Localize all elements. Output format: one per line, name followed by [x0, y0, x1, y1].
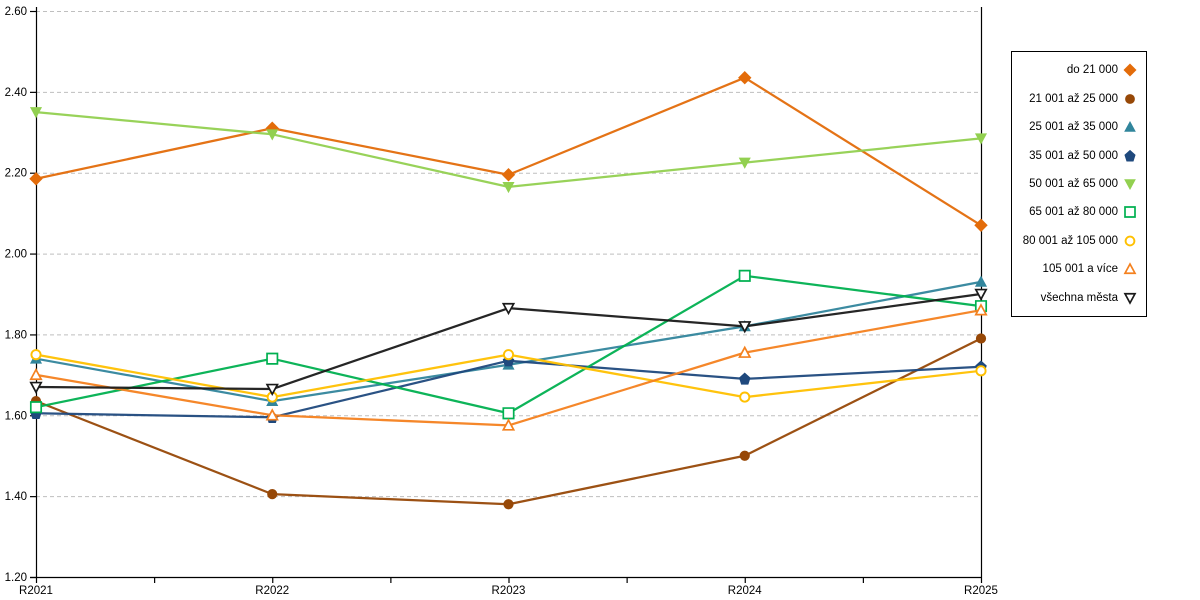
triangle-up-marker-icon	[1124, 121, 1136, 132]
diamond-marker-icon	[1123, 63, 1137, 77]
legend-item-2: 21 001 až 25 000	[1012, 92, 1146, 106]
legend-label: 21 001 až 25 000	[1029, 92, 1118, 105]
series-2	[30, 333, 987, 510]
data-point-marker	[29, 381, 43, 394]
series-5	[29, 107, 988, 194]
data-point-marker	[267, 489, 278, 500]
legend: do 21 000 21 001 až 25 000 25 001 až 35 00…	[1011, 51, 1147, 317]
legend-item-5: 50 001 až 65 000	[1012, 177, 1146, 191]
legend-item-6: 65 001 až 80 000	[1012, 205, 1146, 219]
data-point-marker	[1124, 179, 1136, 191]
circle-marker-icon	[1125, 93, 1135, 104]
data-point-marker	[1123, 63, 1137, 77]
data-point-marker	[502, 181, 515, 194]
triangle-up-marker-icon	[1123, 262, 1137, 275]
data-point-marker	[1124, 121, 1136, 132]
y-axis-label: 2.40	[5, 87, 27, 99]
data-point-marker	[974, 275, 988, 287]
data-point-marker	[739, 450, 750, 461]
triangle-down-marker-icon	[1124, 179, 1136, 191]
data-point-marker	[30, 349, 42, 361]
data-point-marker	[1124, 149, 1136, 162]
data-point-marker	[738, 345, 752, 358]
series-9	[29, 288, 988, 396]
data-point-marker	[974, 218, 988, 232]
data-point-marker	[974, 288, 988, 301]
legend-item-3: 25 001 až 35 000	[1012, 120, 1146, 134]
legend-item-9: všechna města	[1012, 291, 1146, 305]
data-point-marker	[1124, 206, 1136, 219]
data-point-marker	[266, 129, 279, 141]
legend-item-1: do 21 000	[1012, 63, 1146, 77]
y-axis-label: 1.80	[5, 329, 27, 341]
data-point-marker	[1123, 262, 1137, 275]
data-point-marker	[738, 269, 751, 282]
legend-item-8: 105 001 a více	[1012, 262, 1146, 276]
series-line	[34, 76, 983, 227]
legend-label: 25 001 až 35 000	[1029, 121, 1118, 134]
x-axis-label: R2021	[19, 585, 53, 597]
data-point-marker	[502, 407, 515, 420]
series-1	[29, 70, 988, 232]
data-point-marker	[266, 352, 279, 365]
data-point-marker	[501, 168, 516, 182]
data-point-marker	[738, 321, 752, 334]
series-line	[34, 280, 983, 403]
x-axis-label: R2023	[492, 585, 526, 597]
legend-label: 65 001 až 80 000	[1029, 206, 1118, 219]
legend-item-7: 80 001 až 105 000	[1012, 234, 1146, 248]
data-point-marker	[738, 372, 751, 385]
data-point-marker	[501, 418, 516, 431]
legend-label: 35 001 až 50 000	[1029, 149, 1118, 162]
data-point-marker	[29, 172, 43, 186]
y-axis-label: 2.60	[5, 6, 27, 18]
data-point-marker	[501, 302, 516, 316]
legend-item-4: 35 001 až 50 000	[1012, 149, 1146, 163]
circle-marker-icon	[1124, 235, 1136, 247]
data-point-marker	[503, 499, 514, 510]
data-point-marker	[1125, 93, 1135, 104]
triangle-down-marker-icon	[1123, 292, 1137, 305]
data-point-marker	[29, 401, 43, 414]
square-marker-icon	[1124, 206, 1136, 219]
legend-label: 50 001 až 65 000	[1029, 177, 1118, 190]
x-axis-label: R2024	[728, 585, 762, 597]
series-6	[29, 269, 988, 420]
series-8	[29, 303, 988, 431]
data-point-marker	[29, 367, 43, 381]
y-axis-label: 1.40	[5, 491, 27, 503]
data-point-marker	[974, 133, 988, 145]
data-point-marker	[974, 303, 988, 316]
data-point-marker	[1123, 292, 1137, 305]
legend-label: 80 001 až 105 000	[1022, 234, 1118, 247]
pentagon-marker-icon	[1124, 149, 1136, 162]
data-point-marker	[739, 391, 751, 403]
series-line	[34, 274, 983, 415]
legend-label: do 21 000	[1066, 64, 1118, 77]
data-point-marker	[975, 365, 987, 377]
x-axis-label: R2022	[255, 585, 289, 597]
data-point-marker	[738, 157, 751, 169]
y-axis-label: 2.00	[5, 249, 27, 261]
data-point-marker	[502, 349, 515, 361]
y-axis-label: 1.20	[5, 572, 27, 584]
data-point-marker	[29, 107, 43, 119]
data-point-marker	[265, 408, 279, 421]
legend-label: všechna města	[1040, 291, 1118, 304]
y-axis-label: 2.20	[5, 168, 27, 180]
data-point-marker	[1124, 235, 1136, 247]
series-7	[30, 349, 987, 403]
legend-label: 105 001 a více	[1042, 263, 1118, 276]
data-point-marker	[975, 333, 987, 344]
x-axis-label: R2025	[964, 585, 998, 597]
data-point-marker	[265, 383, 279, 396]
data-point-marker	[738, 70, 752, 85]
axes: 1.20 1.40 1.60 1.80 2.00 2.20 2.40 2.60 R2021 R20…	[5, 6, 998, 597]
y-axis-label: 1.60	[5, 410, 27, 422]
